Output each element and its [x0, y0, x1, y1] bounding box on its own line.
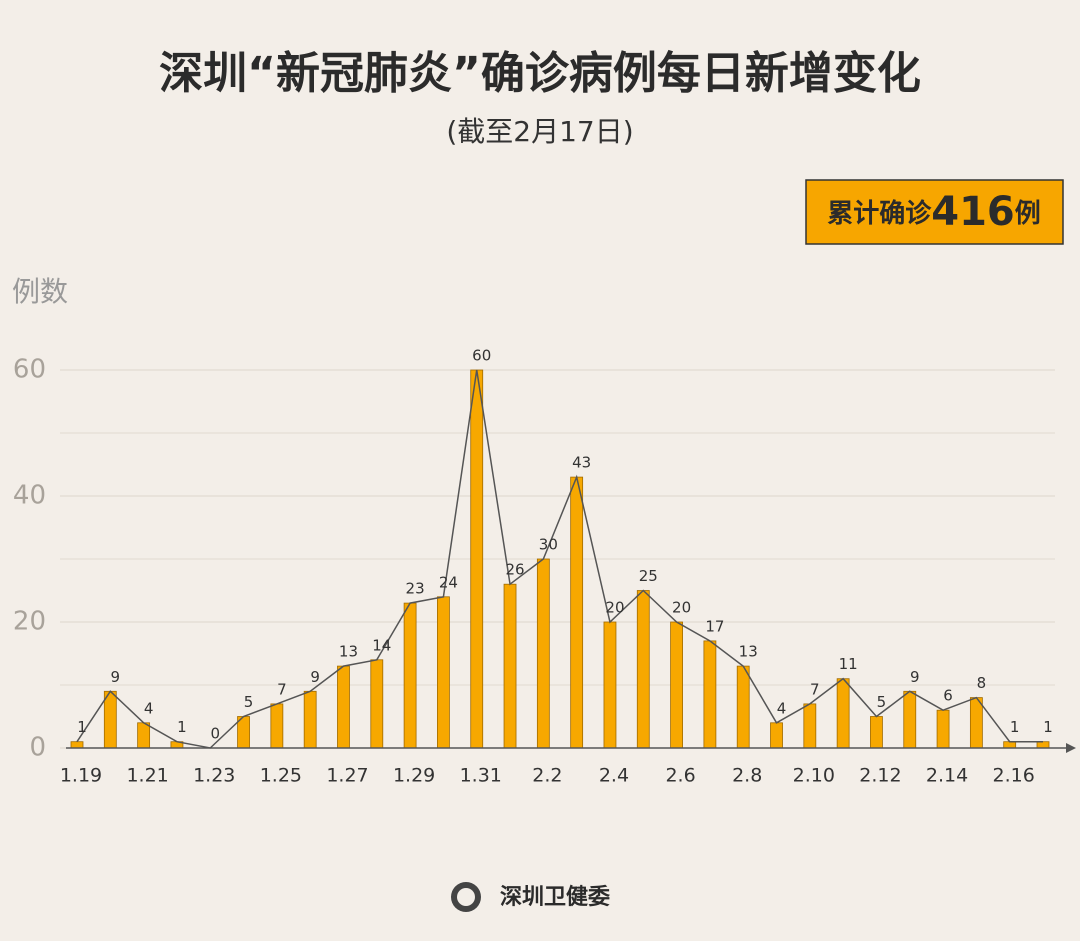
bar — [836, 678, 850, 749]
x-tick-label: 1.29 — [393, 765, 435, 787]
bar — [969, 697, 983, 749]
data-label: 60 — [472, 347, 491, 365]
data-label: 43 — [572, 454, 591, 472]
data-label: 24 — [439, 573, 458, 591]
bar — [770, 722, 783, 749]
data-label: 20 — [672, 599, 691, 617]
data-label: 7 — [277, 680, 287, 698]
bar — [437, 596, 450, 749]
total-value: 416 — [931, 189, 1015, 235]
bar — [337, 665, 350, 749]
data-label: 1 — [77, 718, 87, 736]
data-label: 0 — [210, 725, 220, 743]
y-tick-label: 0 — [29, 733, 46, 763]
bar — [736, 665, 750, 749]
bar — [636, 590, 650, 749]
chart-subtitle: (截至2月17日) — [446, 115, 633, 148]
bar — [870, 716, 883, 749]
x-tick-label: 2.10 — [793, 765, 835, 787]
y-tick-label: 20 — [13, 607, 46, 637]
bar — [403, 602, 417, 749]
data-label: 4 — [144, 699, 154, 717]
bar — [536, 558, 550, 749]
bar — [1003, 741, 1017, 749]
total-prefix: 累计确诊 — [827, 198, 932, 229]
data-label: 4 — [777, 699, 787, 717]
bar — [803, 703, 817, 749]
bar — [903, 690, 917, 749]
bar — [103, 690, 117, 749]
x-tick-label: 2.4 — [599, 765, 629, 787]
total-box — [805, 179, 1064, 245]
data-label: 8 — [977, 674, 987, 692]
x-tick-label: 2.2 — [532, 765, 562, 787]
data-label: 9 — [310, 668, 320, 686]
chart-title: 深圳“新冠肺炎”确诊病例每日新增变化 — [159, 48, 921, 99]
data-label: 9 — [910, 668, 920, 686]
y-axis-label: 例数 — [12, 275, 68, 308]
data-label: 25 — [639, 567, 658, 585]
data-label: 23 — [406, 580, 425, 598]
total-label: 累计确诊416例 — [827, 189, 1041, 235]
data-label: 11 — [839, 655, 858, 673]
data-label: 1 — [177, 718, 187, 736]
trend-line — [76, 369, 1043, 749]
x-tick-label: 2.14 — [926, 765, 968, 787]
x-axis-arrow — [1066, 743, 1076, 753]
data-label: 9 — [111, 668, 121, 686]
data-label: 6 — [943, 687, 953, 705]
y-tick-label: 40 — [13, 481, 46, 511]
x-tick-label: 1.19 — [60, 765, 102, 787]
total-suffix: 例 — [1015, 199, 1041, 229]
x-tick-label: 1.21 — [126, 765, 168, 787]
data-label: 1 — [1043, 718, 1053, 736]
data-label: 20 — [605, 599, 624, 617]
source-logo-inner — [457, 888, 475, 906]
x-tick-label: 2.6 — [665, 765, 695, 787]
x-tick-label: 2.12 — [859, 765, 901, 787]
data-label: 1 — [1010, 718, 1020, 736]
x-tick-label: 1.27 — [326, 765, 368, 787]
bar — [936, 709, 950, 749]
x-tick-label: 1.31 — [460, 765, 502, 787]
bar — [603, 621, 617, 749]
data-label: 5 — [244, 693, 254, 711]
data-label: 26 — [505, 561, 524, 579]
data-label: 7 — [810, 680, 820, 698]
bar — [70, 741, 84, 749]
bar — [470, 369, 484, 749]
data-label: 13 — [739, 643, 758, 661]
data-label: 14 — [372, 636, 391, 654]
bar — [1036, 741, 1050, 749]
x-tick-label: 2.16 — [993, 765, 1035, 787]
x-tick-label: 1.25 — [260, 765, 302, 787]
y-tick-label: 60 — [13, 355, 46, 385]
bar — [703, 640, 717, 749]
bar — [270, 703, 284, 749]
bar — [503, 583, 517, 749]
source: 深圳卫健委 — [500, 884, 610, 910]
data-label: 30 — [539, 536, 558, 554]
bar — [370, 659, 384, 749]
data-label: 5 — [877, 693, 887, 711]
bar — [303, 690, 317, 749]
data-label: 13 — [339, 643, 358, 661]
x-tick-label: 2.8 — [732, 765, 762, 787]
data-label: 17 — [705, 617, 724, 635]
x-tick-label: 1.23 — [193, 765, 235, 787]
bar — [137, 722, 151, 749]
bar — [570, 476, 584, 749]
bar — [670, 621, 683, 749]
